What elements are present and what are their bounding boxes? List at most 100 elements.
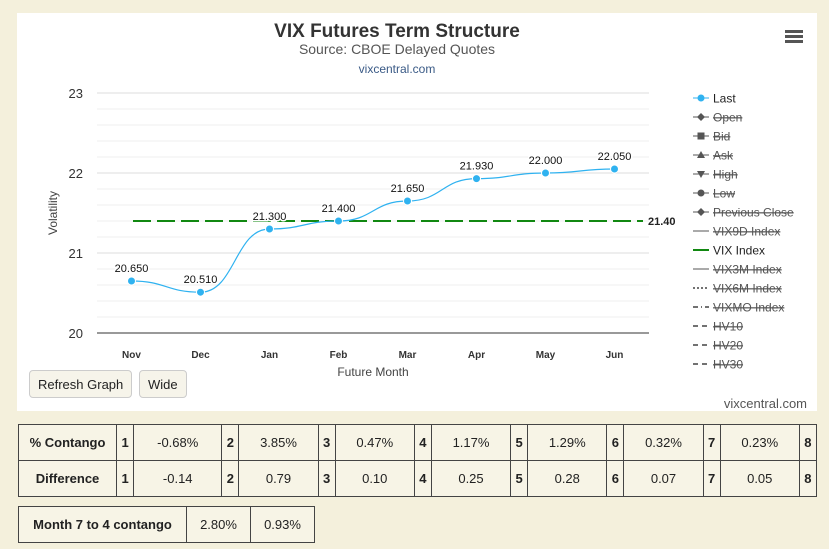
x-tick-label: Feb	[330, 350, 348, 361]
data-label: 21.400	[322, 203, 356, 215]
x-tick-label: Mar	[399, 350, 417, 361]
last-point	[403, 196, 412, 206]
last-point	[334, 216, 343, 226]
contango-value: 1.29%	[527, 424, 608, 461]
last-point	[472, 174, 481, 184]
legend-item-label[interactable]: VIXMO Index	[713, 301, 784, 315]
legend-item-label[interactable]: VIX9D Index	[713, 225, 780, 239]
source-link[interactable]: vixcentral.com	[358, 62, 436, 76]
watermark: vixcentral.com	[723, 396, 807, 411]
month-contango-value: 0.93%	[250, 506, 315, 543]
month-index: 5	[510, 424, 529, 461]
legend-item-label[interactable]: Ask	[713, 149, 734, 163]
legend-item-label[interactable]: VIX3M Index	[713, 263, 782, 277]
contango-value: 0.07	[623, 460, 704, 497]
month-contango-value: 2.80%	[186, 506, 251, 543]
chart-subtitle: Source: CBOE Delayed Quotes	[298, 41, 496, 57]
last-series-line	[131, 168, 615, 293]
data-label: 22.050	[598, 151, 632, 163]
month-index: 8	[798, 424, 818, 461]
data-label: 21.650	[391, 183, 425, 195]
last-point	[196, 287, 205, 297]
contango-value: 0.25	[430, 460, 512, 497]
contango-value: 3.85%	[238, 424, 319, 461]
contango-value: 0.32%	[623, 424, 704, 461]
x-tick-label: May	[536, 350, 556, 361]
data-label: 22.000	[529, 155, 563, 167]
y-tick-label: 21	[69, 246, 83, 261]
legend-item-label[interactable]: VIX Index	[713, 244, 765, 258]
month-index: 7	[702, 460, 721, 497]
chart-title: VIX Futures Term Structure	[274, 21, 520, 42]
contango-row: Difference 1 -0.14 2 0.79 3 0.10 4 0.25 5 0.28 6 0.0…	[18, 460, 818, 497]
x-axis-title: Future Month	[337, 365, 408, 379]
contango-value: 0.79	[238, 460, 319, 497]
month-index: 3	[317, 460, 336, 497]
legend-item-label[interactable]: High	[713, 168, 738, 182]
last-point	[610, 164, 619, 174]
contango-value: -0.68%	[133, 424, 223, 461]
y-tick-label: 22	[69, 166, 83, 181]
row-label: Difference	[18, 460, 117, 497]
legend-square-icon	[697, 132, 705, 140]
contango-value: 0.47%	[334, 424, 415, 461]
y-tick-label: 20	[69, 326, 83, 341]
month-contango-table: Month 7 to 4 contango 2.80% 0.93%	[18, 506, 315, 543]
legend-diamond-icon	[697, 208, 705, 216]
legend-item-label[interactable]: Last	[713, 92, 736, 106]
data-label: 21.300	[253, 211, 287, 223]
vix-index-label: 21.40	[648, 216, 676, 228]
x-tick-label: Jan	[261, 350, 278, 361]
legend-triangle-icon	[697, 151, 705, 158]
month-index: 6	[606, 424, 625, 461]
x-tick-label: Nov	[122, 350, 141, 361]
contango-value: 1.17%	[430, 424, 512, 461]
last-point	[127, 276, 136, 286]
term-structure-chart: 20 21 22 23 Nov Dec Jan Feb Mar Apr May Jun Future M…	[46, 86, 794, 379]
contango-value: 0.28	[527, 460, 608, 497]
legend-item-label[interactable]: HV30	[713, 358, 743, 372]
legend-circle-icon	[697, 94, 705, 102]
wide-button[interactable]: Wide	[139, 370, 187, 398]
month-index: 2	[221, 460, 240, 497]
month-contango-row: Month 7 to 4 contango 2.80% 0.93%	[18, 506, 315, 543]
month-index: 1	[115, 460, 135, 497]
month-index: 4	[413, 460, 432, 497]
month-index: 3	[317, 424, 336, 461]
month-index: 8	[798, 460, 818, 497]
x-tick-label: Jun	[606, 350, 624, 361]
legend-circle-icon	[697, 189, 705, 197]
legend-item-label[interactable]: Open	[713, 111, 742, 125]
legend-item-label[interactable]: Previous Close	[713, 206, 794, 220]
contango-table: % Contango 1 -0.68% 2 3.85% 3 0.47% 4 1.17% 5 1.29…	[18, 424, 818, 497]
legend-item-label[interactable]: Bid	[713, 130, 730, 144]
legend-item-label[interactable]: Low	[713, 187, 735, 201]
contango-row: % Contango 1 -0.68% 2 3.85% 3 0.47% 4 1.17% 5 1.29…	[18, 424, 818, 461]
month-index: 1	[115, 424, 135, 461]
data-label: 20.650	[115, 263, 149, 275]
month-contango-label: Month 7 to 4 contango	[18, 506, 187, 543]
legend-item-label[interactable]: HV10	[713, 320, 743, 334]
x-tick-label: Dec	[191, 350, 210, 361]
month-index: 7	[702, 424, 721, 461]
contango-value: 0.10	[334, 460, 415, 497]
last-point	[265, 224, 274, 234]
legend-item-label[interactable]: HV20	[713, 339, 743, 353]
legend-item-label[interactable]: VIX6M Index	[713, 282, 782, 296]
chart-panel: VIX Futures Term Structure Source: CBOE …	[17, 13, 817, 411]
data-label: 20.510	[184, 274, 218, 286]
month-index: 4	[413, 424, 432, 461]
row-label: % Contango	[18, 424, 117, 461]
last-point	[541, 168, 550, 178]
y-axis-title: Volatility	[46, 191, 60, 235]
refresh-graph-button[interactable]: Refresh Graph	[29, 370, 133, 398]
month-index: 6	[606, 460, 625, 497]
hamburger-menu-icon[interactable]	[785, 30, 803, 44]
x-tick-label: Apr	[468, 350, 485, 361]
contango-value: -0.14	[133, 460, 223, 497]
legend-triangle-down-icon	[697, 171, 705, 178]
contango-value: 0.23%	[719, 424, 800, 461]
y-tick-label: 23	[69, 86, 83, 101]
month-index: 2	[221, 424, 240, 461]
legend-diamond-icon	[697, 113, 705, 121]
